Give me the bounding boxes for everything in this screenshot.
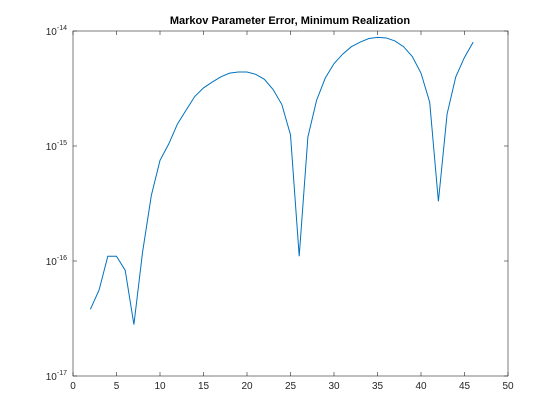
chart-title: Markov Parameter Error, Minimum Realizat… bbox=[170, 15, 411, 27]
y-tick-base: 10 bbox=[46, 27, 58, 38]
y-tick-exponent: -17 bbox=[57, 370, 67, 377]
x-tick-label: 30 bbox=[328, 381, 340, 392]
plot-area bbox=[72, 30, 509, 377]
y-tick-label: 10-14 bbox=[46, 25, 67, 38]
x-tick-label: 10 bbox=[154, 381, 166, 392]
y-tick-exponent: -16 bbox=[57, 255, 67, 262]
y-tick-exponent: -15 bbox=[57, 140, 67, 147]
x-tick-label: 0 bbox=[70, 381, 76, 392]
y-tick-base: 10 bbox=[46, 257, 58, 268]
x-tick-label: 40 bbox=[415, 381, 427, 392]
x-tick-label: 20 bbox=[241, 381, 253, 392]
y-tick-base: 10 bbox=[46, 372, 58, 383]
x-tick-label: 50 bbox=[502, 381, 514, 392]
y-tick-label: 10-16 bbox=[46, 255, 67, 268]
x-tick-label: 45 bbox=[459, 381, 471, 392]
y-tick-label: 10-17 bbox=[46, 370, 67, 383]
x-tick-label: 5 bbox=[114, 381, 120, 392]
y-tick-label: 10-15 bbox=[46, 140, 67, 153]
x-tick-label: 35 bbox=[372, 381, 384, 392]
x-tick-label: 25 bbox=[285, 381, 297, 392]
y-tick-base: 10 bbox=[46, 142, 58, 153]
data-line bbox=[89, 36, 474, 325]
y-tick-exponent: -14 bbox=[57, 25, 67, 32]
x-tick-label: 15 bbox=[198, 381, 210, 392]
